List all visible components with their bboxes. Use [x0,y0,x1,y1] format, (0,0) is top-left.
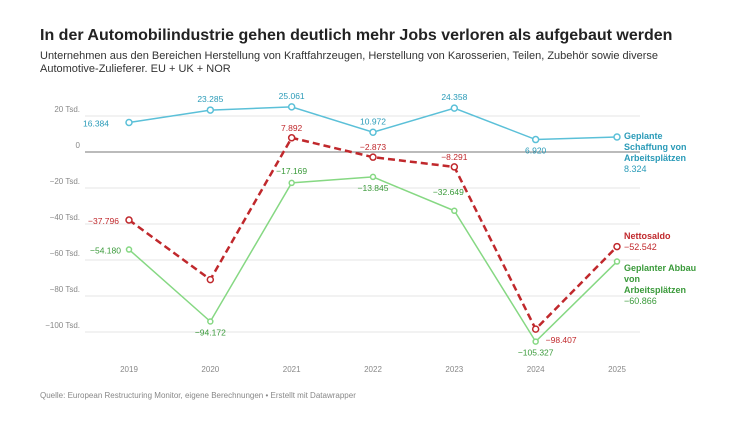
legend-entry: Nettosaldo −52.542 [624,231,704,253]
point [206,106,215,114]
point [206,275,215,284]
source-note: Quelle: European Restructuring Monitor, … [40,391,356,400]
end-value-label: 8.324 [624,164,647,174]
legend-box: Geplante Schaffung von Arbeitsplätzen8.3… [624,131,704,175]
value-label: −32.649 [433,187,464,197]
value-label: 24.358 [441,92,467,102]
x-tick-label: 2024 [527,365,545,374]
value-label: −54.180 [90,246,121,256]
x-tick-label: 2025 [608,365,626,374]
point [532,338,539,345]
value-label: 16.384 [83,119,109,129]
point [613,133,621,141]
value-label: −98.407 [546,335,577,345]
y-tick-label: −60 Tsd. [50,249,80,258]
point [451,207,458,215]
y-tick-label: −40 Tsd. [50,213,80,222]
y-tick-label: −20 Tsd. [50,177,80,186]
value-label: 7.892 [281,123,303,133]
end-value-label: −52.542 [624,242,657,252]
point [531,135,540,144]
value-label: −13.845 [358,183,389,193]
point [288,179,295,187]
point [450,104,459,112]
point [369,128,377,137]
value-label: 23.285 [197,94,223,104]
y-tick-label: −100 Tsd. [45,321,80,330]
value-label: −17.169 [276,166,307,176]
value-label: −37.796 [88,216,119,226]
end-value-label: −60.866 [624,296,657,306]
point [369,153,377,161]
subtitle-box: Unternehmen aus den Bereichen Herstellun… [40,50,658,75]
legend-entry: Geplanter Abbau von Arbeitsplätzen −60.86… [624,263,704,307]
y-tick-label: 0 [76,141,81,150]
value-label: −94.172 [195,328,226,338]
point [207,318,214,325]
point [125,118,133,127]
legend-box: Geplanter Abbau von Arbeitsplätzen−60.86… [624,263,704,307]
value-label: −8.291 [441,152,468,162]
y-tick-label: −80 Tsd. [50,285,80,294]
point [531,325,540,333]
legend-entry: Geplante Schaffung von Arbeitsplätzen 8.3… [624,131,704,175]
value-label: 6.920 [525,146,547,156]
value-label: 10.972 [360,116,386,126]
x-tick-label: 2019 [120,365,138,374]
value-label: −105.327 [518,348,554,358]
x-tick-label: 2021 [283,365,301,374]
chart-title: In der Automobilindustrie gehen deutlich… [40,27,672,44]
legend-label: Nettosaldo [624,231,671,241]
legend-label: Geplanter Abbau von Arbeitsplätzen [624,263,697,295]
x-tick-label: 2020 [201,365,219,374]
point [287,103,296,111]
value-label: 25.061 [279,91,305,101]
point [613,258,621,265]
point [287,134,296,142]
legend-label: Geplante Schaffung von Arbeitsplätzen [624,131,687,163]
point [125,216,133,224]
series-line [128,176,618,343]
legend-box: Nettosaldo−52.542 [624,231,704,253]
chart-subtitle: Unternehmen aus den Bereichen Herstellun… [40,50,658,75]
point [369,173,377,181]
series-line [128,136,618,332]
point [613,242,621,251]
x-tick-label: 2022 [364,365,382,374]
point [125,246,133,253]
point [450,163,459,171]
y-tick-label: 20 Tsd. [54,105,80,114]
x-tick-label: 2023 [445,365,463,374]
value-label: −2.873 [360,142,387,152]
